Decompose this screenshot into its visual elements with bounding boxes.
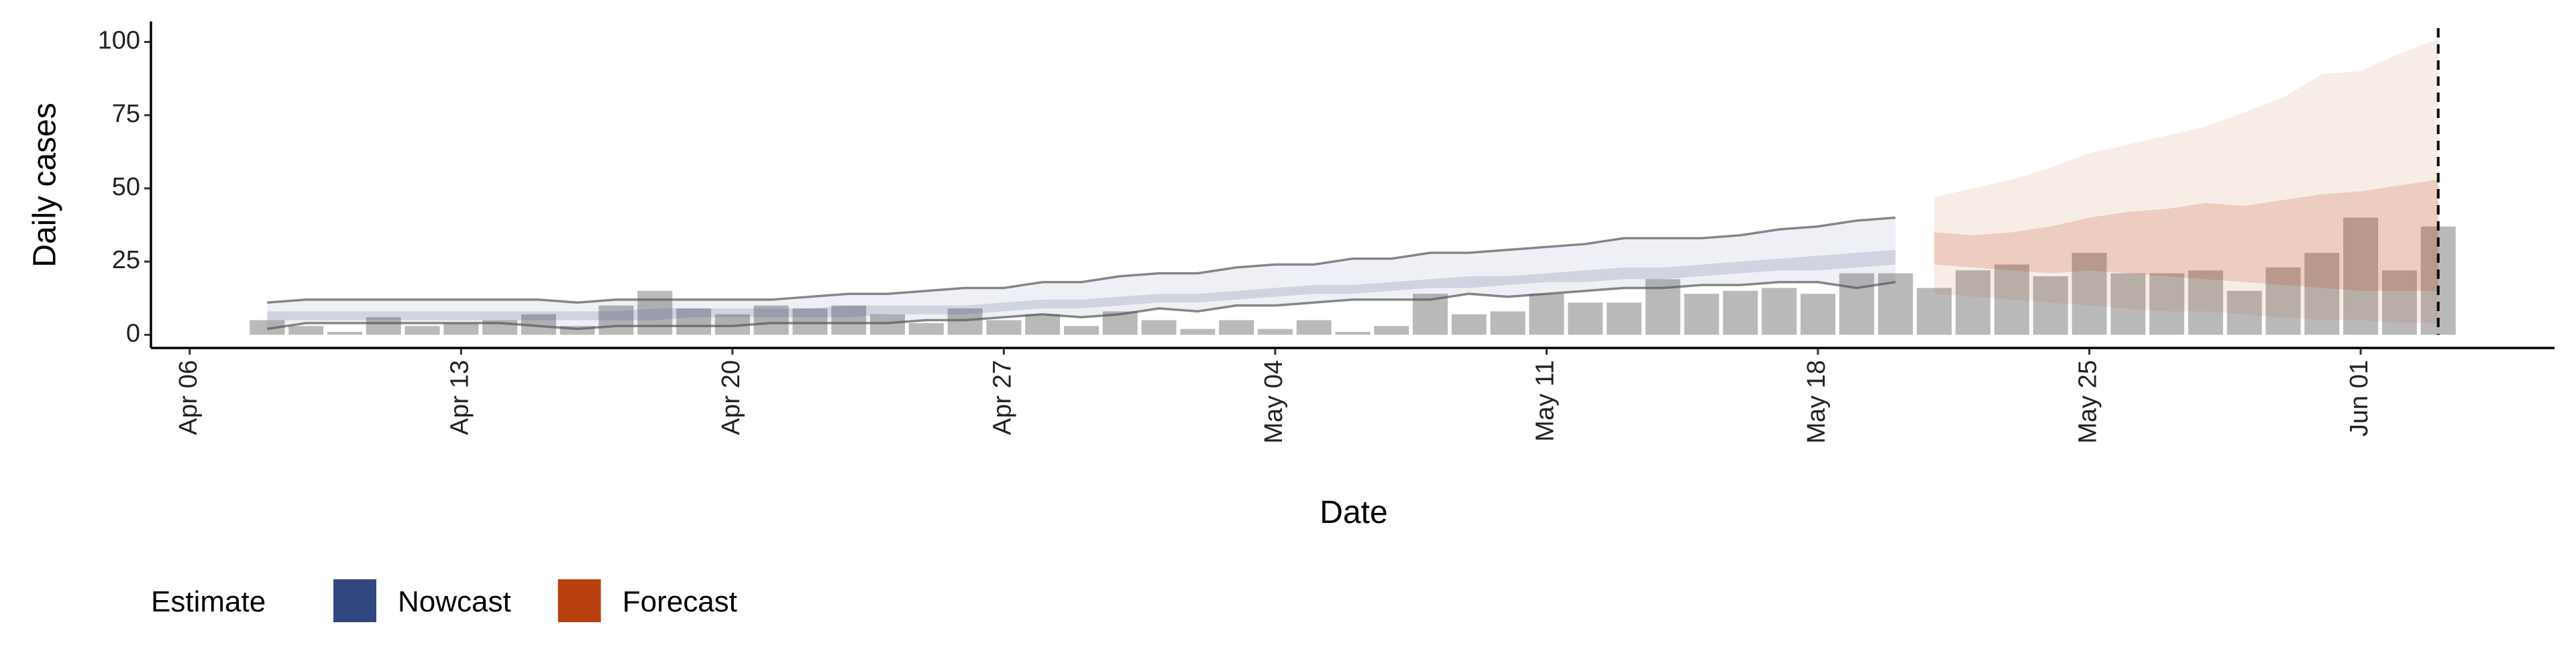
- bar: [1063, 326, 1099, 335]
- x-tick-label: Apr 13: [445, 360, 474, 435]
- bar: [1451, 314, 1487, 335]
- bar: [1800, 294, 1835, 335]
- legend-title: Estimate: [151, 585, 266, 618]
- y-tick-label: 0: [126, 319, 140, 347]
- x-axis-title: Date: [1320, 495, 1387, 530]
- bar: [2072, 253, 2107, 335]
- bar: [2226, 290, 2262, 335]
- bar: [2149, 273, 2185, 335]
- bar: [327, 331, 362, 335]
- bound-line: [267, 280, 1896, 331]
- y-tick-label: 50: [112, 173, 140, 201]
- bar: [947, 308, 983, 335]
- bar: [1994, 264, 2029, 335]
- bar: [1839, 273, 1874, 335]
- bar: [2381, 270, 2417, 335]
- bar: [443, 322, 479, 335]
- x-tick-label: Apr 20: [717, 360, 745, 435]
- bar: [1955, 270, 1991, 335]
- bar: [1257, 329, 1293, 335]
- bar: [753, 305, 789, 335]
- x-tick-label: May 11: [1531, 360, 1559, 442]
- bar: [2265, 267, 2301, 335]
- y-tick-label: 100: [98, 27, 140, 55]
- ribbon-90: [267, 217, 1896, 329]
- bar: [870, 314, 906, 335]
- x-tick-label: Jun 01: [2345, 360, 2373, 436]
- bar: [1025, 314, 1061, 335]
- bar: [1607, 302, 1642, 335]
- bar: [676, 308, 712, 335]
- bar: [2343, 217, 2379, 335]
- bar: [637, 290, 673, 335]
- legend-swatch: [557, 579, 601, 622]
- bar: [908, 322, 944, 335]
- bar: [792, 308, 828, 335]
- legend-swatch: [333, 579, 376, 622]
- bar: [250, 320, 285, 335]
- bar: [1180, 329, 1216, 335]
- y-tick-label: 25: [112, 246, 140, 274]
- bar: [1296, 320, 1332, 335]
- bar: [288, 326, 324, 335]
- x-tick-label: May 04: [1260, 360, 1288, 444]
- bar: [1529, 294, 1564, 335]
- bar: [1723, 290, 1758, 335]
- bar: [1219, 320, 1254, 335]
- bar: [405, 326, 440, 335]
- ribbon-50: [267, 249, 1896, 320]
- bar: [2188, 270, 2223, 335]
- y-tick-label: 75: [112, 100, 140, 128]
- bar: [1684, 294, 1719, 335]
- bar: [1490, 311, 1525, 335]
- bar: [831, 305, 867, 335]
- bar: [1568, 302, 1603, 335]
- x-tick-label: Apr 27: [988, 360, 1016, 435]
- bar: [2033, 276, 2068, 335]
- bar: [1762, 288, 1797, 335]
- bar: [1917, 288, 1952, 335]
- bar: [2304, 253, 2340, 335]
- bar: [1374, 326, 1409, 335]
- ribbon-50: [1934, 179, 2438, 291]
- y-axis-title: Daily cases: [28, 103, 63, 267]
- bar: [2110, 273, 2146, 335]
- bar: [1141, 320, 1177, 335]
- legend-label: Nowcast: [398, 585, 511, 618]
- bar: [986, 320, 1022, 335]
- legend-label: Forecast: [623, 585, 737, 618]
- x-tick-label: May 25: [2074, 360, 2102, 444]
- ribbon-90: [1934, 39, 2438, 323]
- bar: [598, 305, 634, 335]
- bar: [366, 317, 401, 335]
- bound-line: [267, 216, 1896, 304]
- x-tick-label: Apr 06: [174, 360, 203, 435]
- x-tick-label: May 18: [1803, 360, 1831, 444]
- bar: [1335, 331, 1371, 335]
